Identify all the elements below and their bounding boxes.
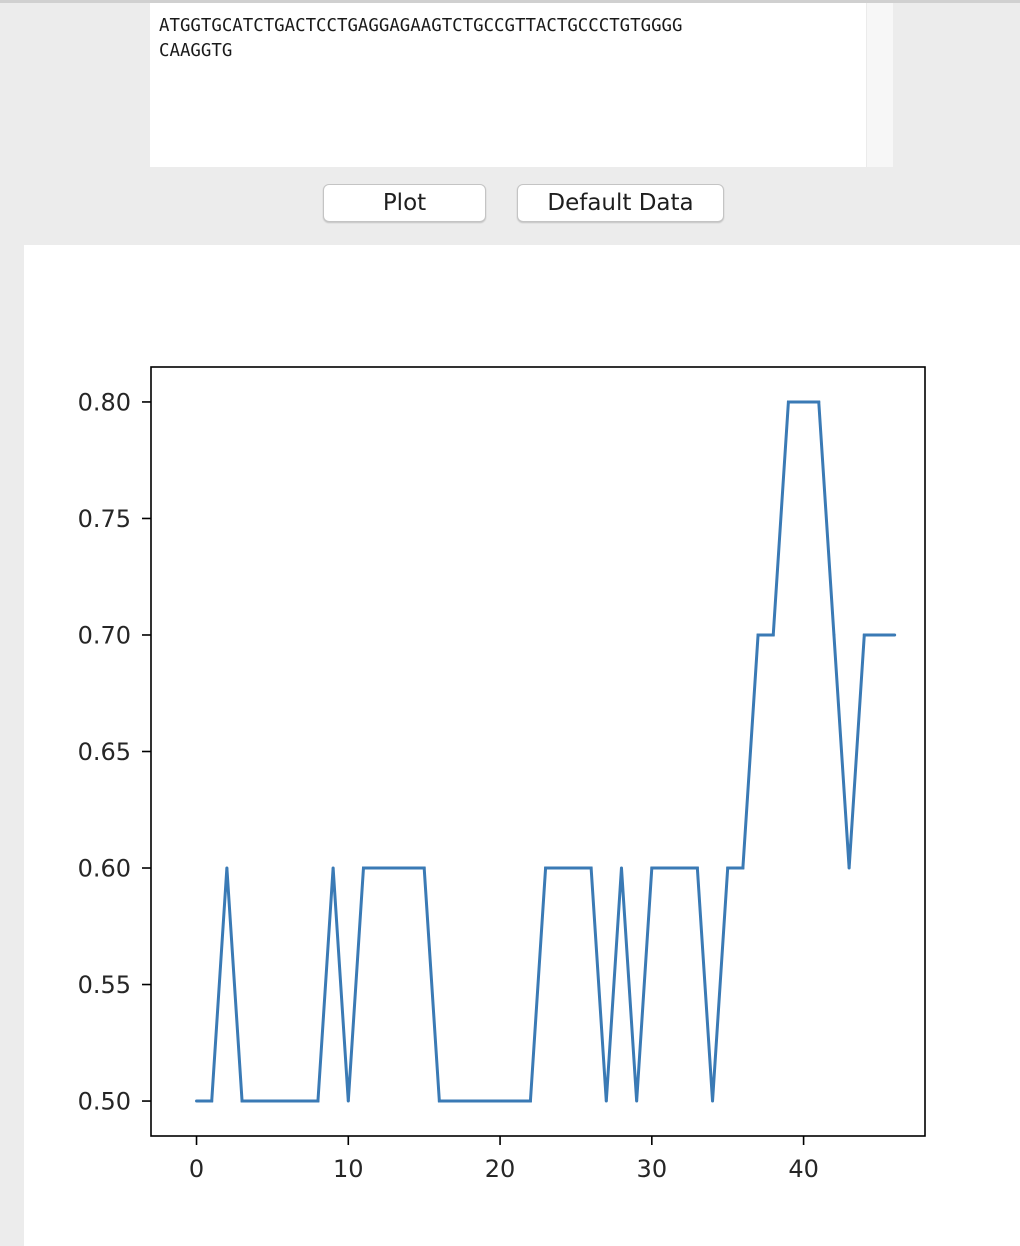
data-point xyxy=(619,866,623,870)
data-point xyxy=(498,1099,502,1103)
data-point xyxy=(346,1099,350,1103)
data-point xyxy=(225,866,229,870)
data-point xyxy=(771,633,775,637)
y-tick-label: 0.50 xyxy=(78,1088,131,1116)
sequence-text-area[interactable]: ATGGTGCATCTGACTCCTGAGGAGAAGTCTGCCGTTACTG… xyxy=(150,3,866,167)
data-point xyxy=(331,866,335,870)
data-point xyxy=(437,1099,441,1103)
y-tick-label: 0.80 xyxy=(78,388,131,416)
data-point xyxy=(407,866,411,870)
y-axis: 0.50 0.55 0.60 0.65 0.70 0.75 0.80 xyxy=(78,388,151,1116)
data-point xyxy=(741,866,745,870)
data-point xyxy=(635,1099,639,1103)
data-point xyxy=(574,866,578,870)
y-tick-label: 0.60 xyxy=(78,855,131,883)
data-point xyxy=(468,1099,472,1103)
data-point xyxy=(255,1099,259,1103)
data-point xyxy=(544,866,548,870)
data-point xyxy=(301,1099,305,1103)
x-tick-label: 10 xyxy=(333,1155,364,1183)
x-axis: 0 10 20 30 40 xyxy=(189,1136,819,1183)
data-point xyxy=(559,866,563,870)
data-point xyxy=(650,866,654,870)
y-tick-label: 0.75 xyxy=(78,505,131,533)
sequence-line-1: ATGGTGCATCTGACTCCTGAGGAGAAGTCTGCCGTTACTG… xyxy=(159,16,683,36)
window-top-border xyxy=(0,0,1020,3)
data-point xyxy=(361,866,365,870)
line-chart: 0.50 0.55 0.60 0.65 0.70 0.75 0.80 0 10 20 30 40 xyxy=(78,366,926,1183)
sequence-scrollbar[interactable] xyxy=(866,3,893,167)
data-points xyxy=(195,400,897,1103)
data-point xyxy=(240,1099,244,1103)
data-point xyxy=(286,1099,290,1103)
x-tick-label: 30 xyxy=(637,1155,668,1183)
x-tick-label: 20 xyxy=(485,1155,516,1183)
data-point xyxy=(817,400,821,404)
data-point xyxy=(604,1099,608,1103)
data-point xyxy=(802,400,806,404)
x-tick-label: 40 xyxy=(788,1155,819,1183)
plot-area xyxy=(150,366,926,1137)
data-point xyxy=(726,866,730,870)
default-data-button[interactable]: Default Data xyxy=(517,184,724,222)
data-point xyxy=(680,866,684,870)
data-point xyxy=(711,1099,715,1103)
data-point xyxy=(893,633,897,637)
data-point xyxy=(665,866,669,870)
sequence-line-2: CAAGGTG xyxy=(159,41,233,61)
data-point xyxy=(832,633,836,637)
x-tick-label: 0 xyxy=(189,1155,204,1183)
data-point xyxy=(270,1099,274,1103)
plot-canvas: 0.50 0.55 0.60 0.65 0.70 0.75 0.80 0 10 20 30 40 xyxy=(24,245,1020,1246)
data-point xyxy=(316,1099,320,1103)
data-point xyxy=(847,866,851,870)
data-point xyxy=(195,1099,199,1103)
data-point xyxy=(695,866,699,870)
data-point xyxy=(528,1099,532,1103)
plot-button[interactable]: Plot xyxy=(323,184,486,222)
data-point xyxy=(392,866,396,870)
y-tick-label: 0.65 xyxy=(78,738,131,766)
data-point xyxy=(756,633,760,637)
data-point xyxy=(422,866,426,870)
data-point xyxy=(210,1099,214,1103)
data-point xyxy=(862,633,866,637)
data-point xyxy=(589,866,593,870)
data-point xyxy=(377,866,381,870)
y-tick-label: 0.55 xyxy=(78,971,131,999)
data-point xyxy=(877,633,881,637)
data-point xyxy=(513,1099,517,1103)
y-tick-label: 0.70 xyxy=(78,621,131,649)
data-point xyxy=(786,400,790,404)
data-point xyxy=(453,1099,457,1103)
data-point xyxy=(483,1099,487,1103)
